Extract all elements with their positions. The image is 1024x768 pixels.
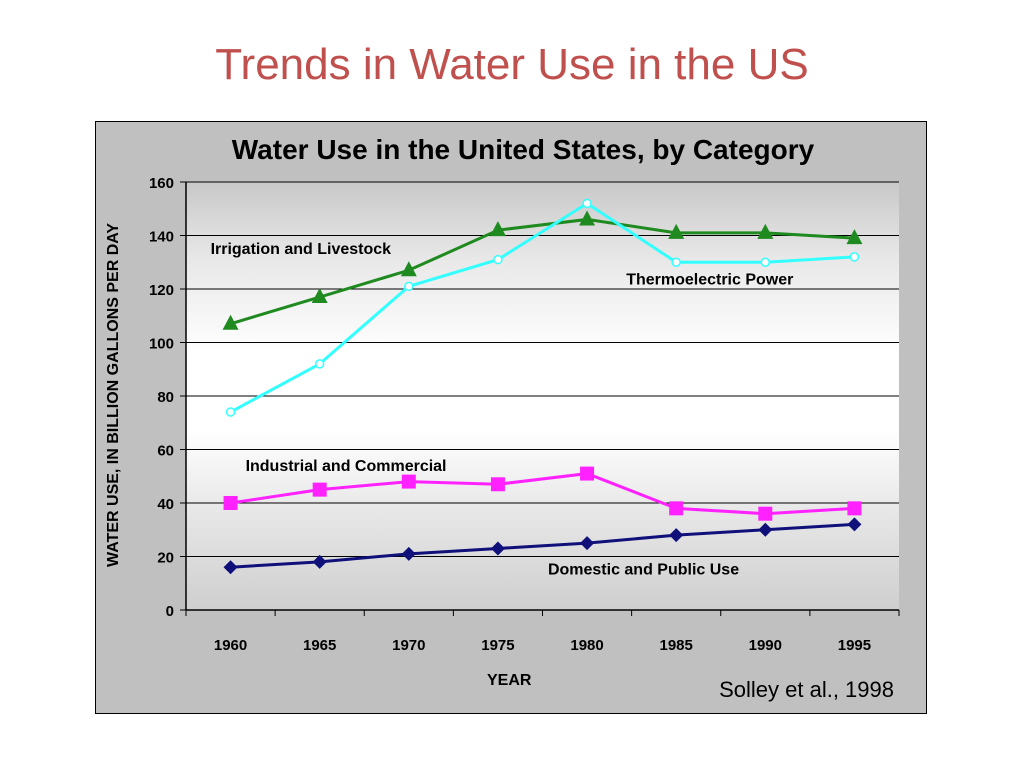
chart-frame: Water Use in the United States, by Categ… xyxy=(95,121,927,714)
y-tick-label: 160 xyxy=(149,175,174,192)
data-point xyxy=(668,223,685,239)
data-point xyxy=(400,261,417,277)
y-tick-label: 20 xyxy=(157,550,174,567)
x-tick-label: 1980 xyxy=(570,637,603,654)
x-tick-label: 1995 xyxy=(838,637,871,654)
data-point xyxy=(846,229,863,245)
y-axis-label: WATER USE, IN BILLION GALLONS PER DAY xyxy=(105,222,122,568)
y-tick-label: 0 xyxy=(166,603,174,620)
data-point xyxy=(757,223,774,239)
x-tick-label: 1985 xyxy=(660,637,693,654)
y-tick-label: 60 xyxy=(157,443,174,460)
y-tick-label: 40 xyxy=(157,496,174,513)
data-point xyxy=(669,528,684,543)
data-point xyxy=(489,221,506,237)
x-tick-label: 1965 xyxy=(303,637,336,654)
series-line xyxy=(230,217,855,326)
data-point xyxy=(401,474,416,489)
series-line xyxy=(230,522,855,569)
data-point xyxy=(580,536,595,551)
x-tick-label: 1970 xyxy=(392,637,425,654)
y-tick-label: 100 xyxy=(149,336,174,353)
data-point xyxy=(493,254,503,265)
data-point xyxy=(312,482,327,497)
data-point xyxy=(758,506,773,521)
x-tick-label: 1960 xyxy=(214,637,247,654)
x-tick-label: 1990 xyxy=(749,637,782,654)
series-label: Irrigation and Livestock xyxy=(211,241,392,258)
data-point xyxy=(404,281,414,292)
series-label: Thermoelectric Power xyxy=(626,271,793,288)
source-note: Solley et al., 1998 xyxy=(719,677,894,702)
data-point xyxy=(222,314,239,330)
data-point xyxy=(314,359,325,369)
data-point xyxy=(758,522,773,537)
data-point xyxy=(490,477,505,492)
chart-svg: 0 20 40 60 80 100 120 140 160 1960 1965 1970 1975 198… xyxy=(149,175,900,654)
series-line xyxy=(230,472,855,516)
chart-title: Water Use in the United States, by Categ… xyxy=(231,134,815,165)
data-point xyxy=(847,517,862,532)
y-tick-label: 140 xyxy=(149,229,174,246)
data-point xyxy=(311,288,328,304)
data-point xyxy=(671,257,681,267)
data-point xyxy=(760,257,771,267)
data-point xyxy=(580,466,595,481)
data-point xyxy=(312,554,327,569)
data-point xyxy=(223,560,238,575)
data-point xyxy=(849,252,860,262)
data-point xyxy=(223,496,238,510)
data-point xyxy=(582,198,592,209)
y-tick-label: 120 xyxy=(149,282,174,299)
data-point xyxy=(847,501,862,516)
series-label: Industrial and Commercial xyxy=(246,458,447,475)
slide-title: Trends in Water Use in the US xyxy=(215,40,809,89)
data-point xyxy=(490,541,505,556)
data-point xyxy=(579,210,596,226)
series-line xyxy=(229,201,855,414)
data-point xyxy=(401,546,416,561)
data-point xyxy=(225,407,236,417)
x-axis-label: YEAR xyxy=(487,672,532,689)
data-point xyxy=(669,501,684,516)
y-tick-label: 80 xyxy=(157,389,174,406)
x-tick-label: 1975 xyxy=(481,637,514,654)
series-label: Domestic and Public Use xyxy=(548,561,739,578)
